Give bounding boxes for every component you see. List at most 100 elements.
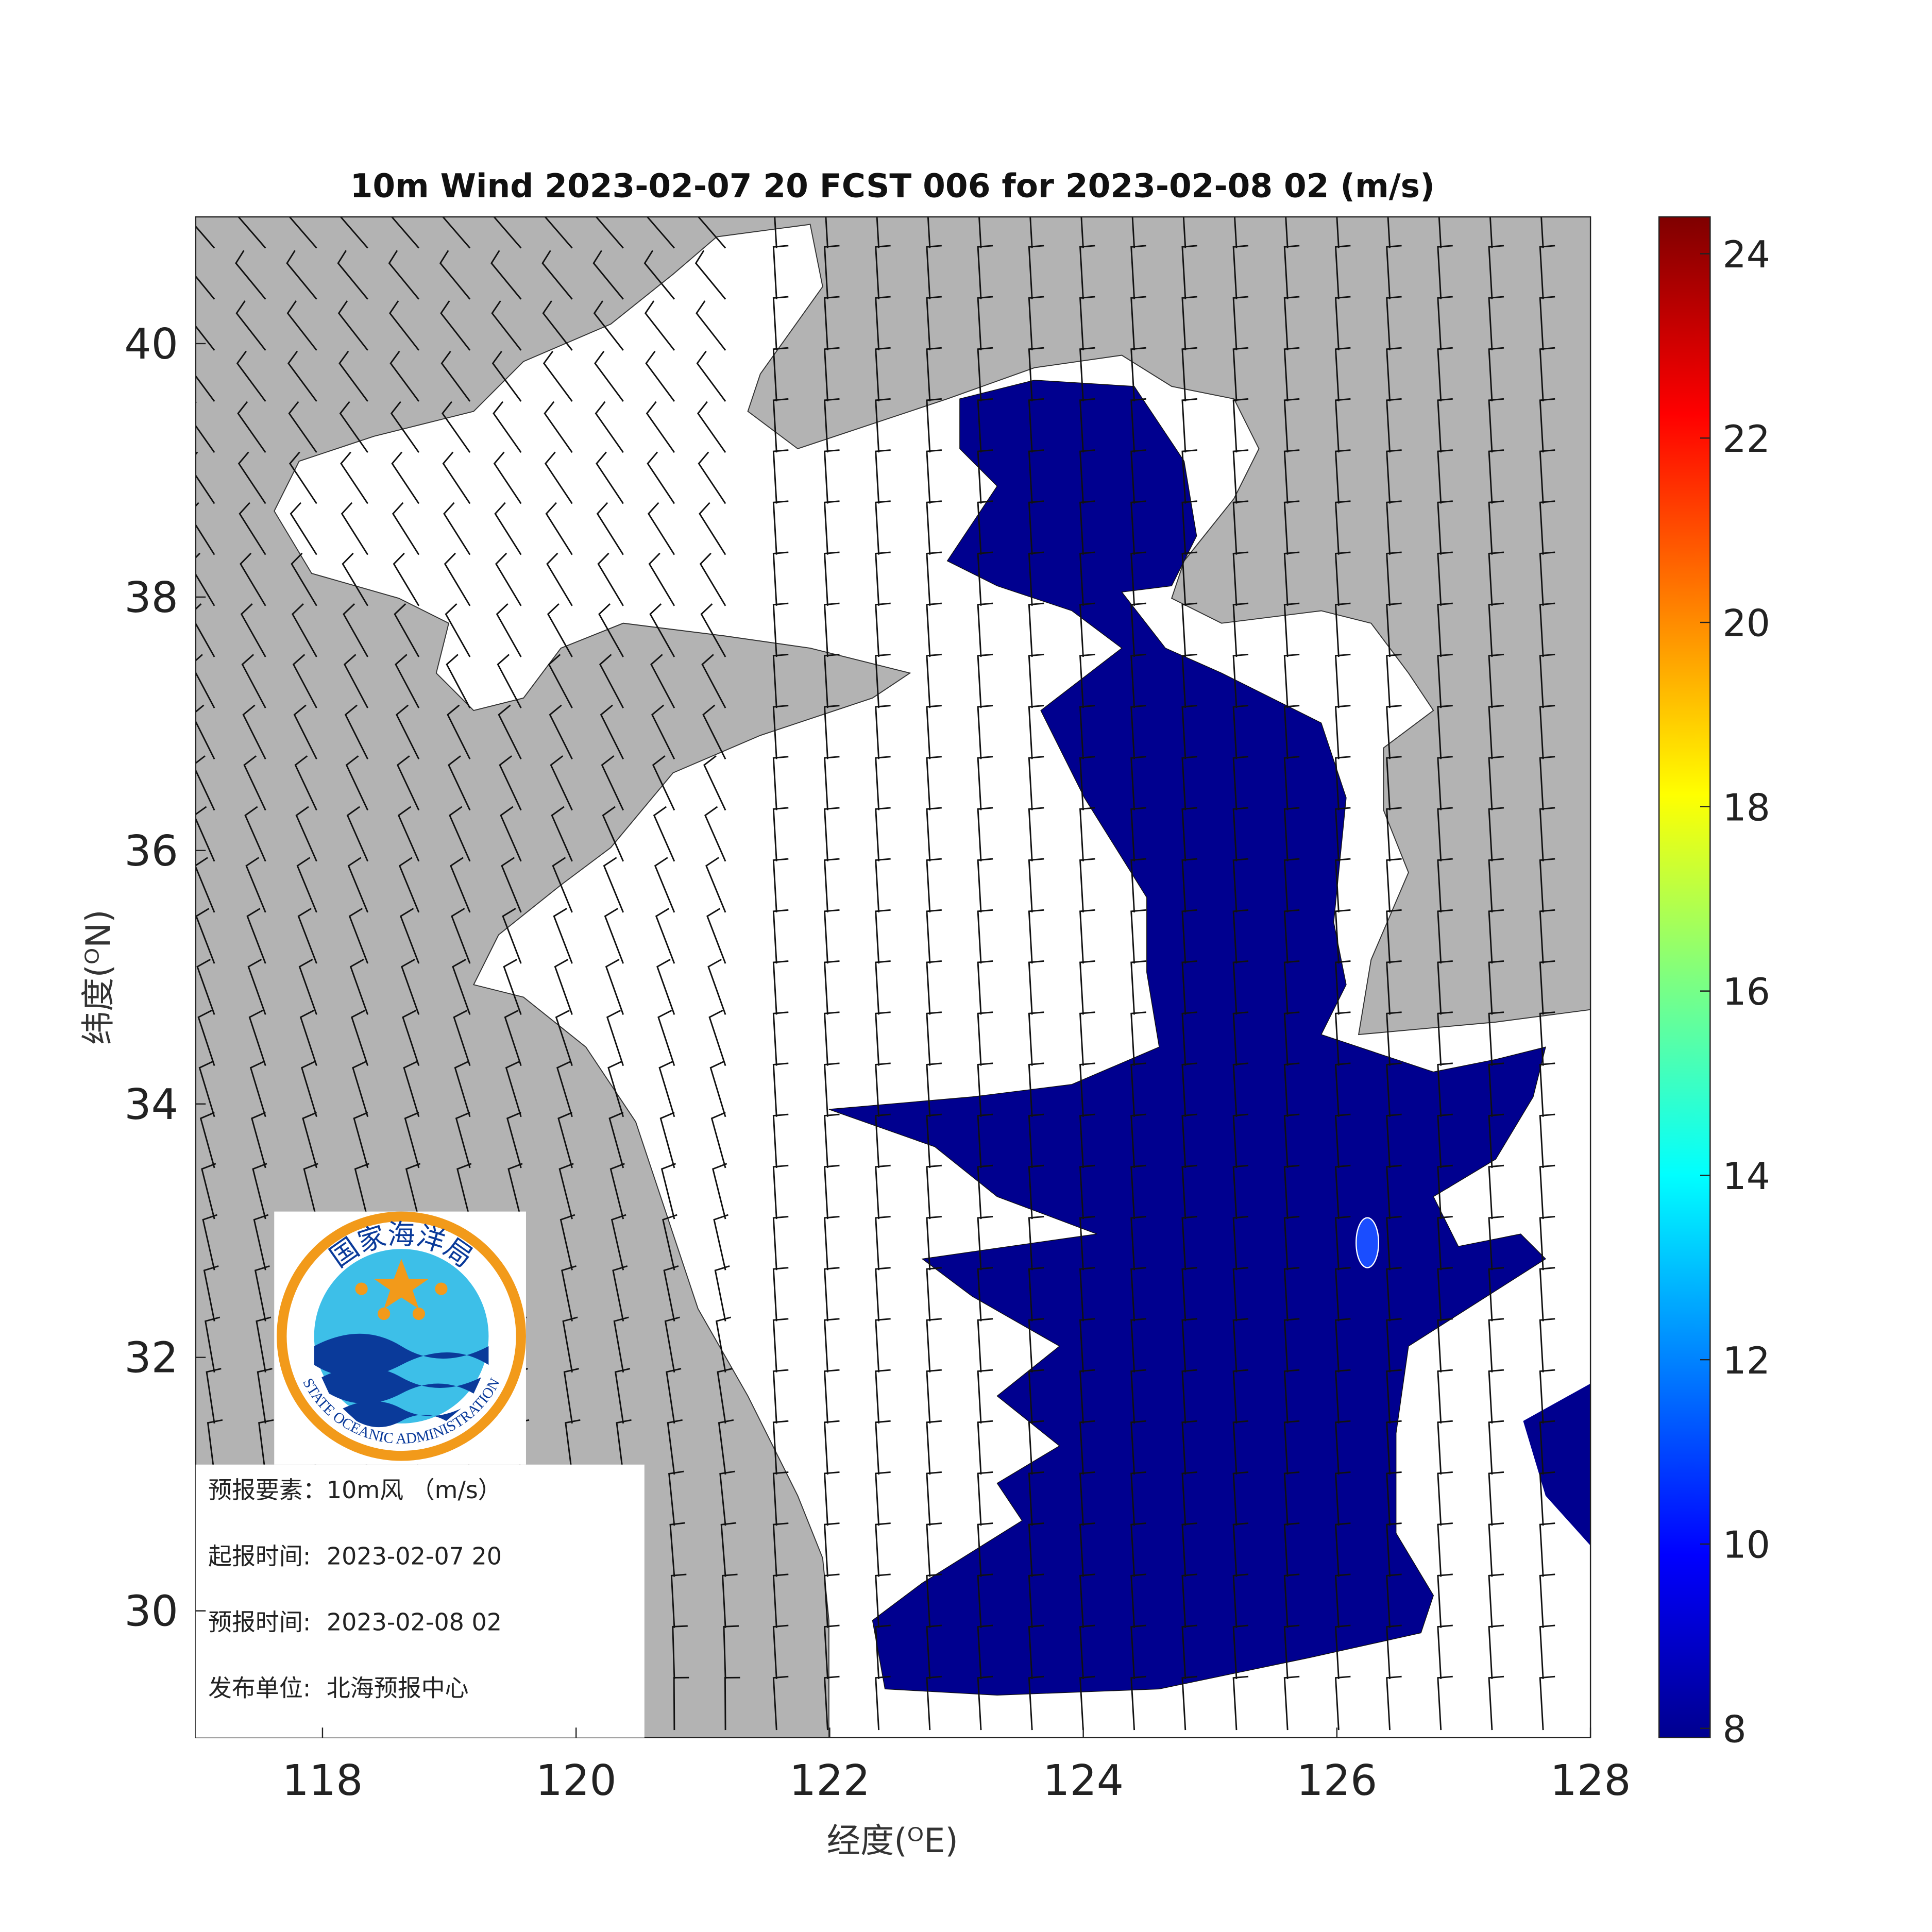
- wind-barb: [875, 1267, 891, 1321]
- wind-barb: [350, 1009, 369, 1066]
- wind-barb: [541, 250, 573, 300]
- wind-barb: [241, 654, 266, 708]
- wind-contour: [1355, 1217, 1380, 1268]
- wind-barb: [875, 551, 891, 606]
- info-label: 预报时间:: [208, 1608, 311, 1636]
- wind-barb: [1232, 347, 1249, 402]
- y-axis-label: 纬度(ᴼN): [79, 909, 118, 1045]
- wind-barb: [1488, 551, 1504, 606]
- wind-barb: [545, 502, 573, 555]
- wind-barb: [550, 755, 573, 811]
- wind-barb: [449, 806, 471, 862]
- wind-barb: [1028, 500, 1044, 555]
- wind-barb: [206, 1368, 222, 1424]
- wind-barb: [875, 296, 891, 350]
- wind-barb: [772, 1522, 789, 1577]
- wind-barb: [875, 1471, 891, 1526]
- wind-barb: [1488, 1215, 1504, 1270]
- wind-barb: [249, 1060, 266, 1117]
- wind-barb: [668, 1470, 684, 1526]
- wind-barb: [1539, 1573, 1555, 1628]
- wind-barb: [235, 300, 266, 351]
- wind-barb: [1130, 1573, 1146, 1628]
- wind-barb: [926, 705, 942, 759]
- wind-barb: [772, 1164, 789, 1219]
- wind-barb: [824, 1573, 840, 1628]
- wind-barb: [287, 350, 317, 402]
- wind-barb: [1232, 449, 1249, 504]
- wind-barb: [712, 1163, 727, 1219]
- wind-barb: [772, 1675, 789, 1731]
- wind-barb: [600, 704, 624, 760]
- wind-barb: [1488, 1011, 1504, 1066]
- wind-barb: [824, 449, 840, 504]
- wind-barb: [1539, 1624, 1555, 1679]
- wind-barb: [201, 1163, 216, 1219]
- wind-barb: [646, 401, 675, 453]
- wind-barb: [252, 1163, 267, 1219]
- wind-barb: [302, 1112, 317, 1168]
- wind-barb: [1283, 1369, 1300, 1423]
- wind-barb: [1130, 1624, 1146, 1679]
- wind-barb: [1181, 602, 1197, 657]
- wind-barb: [875, 909, 891, 964]
- wind-barb: [1232, 858, 1249, 913]
- wind-barb: [1181, 1267, 1197, 1321]
- wind-barb: [1028, 1318, 1044, 1372]
- wind-barb: [592, 250, 624, 300]
- wind-barb: [195, 755, 215, 811]
- wind-barb: [1130, 1675, 1146, 1731]
- wind-barb: [824, 705, 840, 759]
- wind-barb: [446, 654, 471, 708]
- wind-barb: [875, 1420, 891, 1475]
- wind-barb: [1130, 1369, 1146, 1423]
- wind-barb: [1232, 653, 1249, 708]
- wind-barb: [714, 1265, 730, 1321]
- wind-barb: [353, 1112, 369, 1168]
- wind-barb: [594, 350, 624, 402]
- wind-barb: [824, 1113, 840, 1168]
- wind-barb: [1386, 347, 1402, 402]
- wind-barb: [403, 1060, 420, 1117]
- wind-barb: [195, 857, 215, 913]
- wind-barb: [825, 216, 828, 248]
- wind-barb: [547, 603, 573, 657]
- wind-barb: [292, 654, 317, 708]
- wind-barb: [772, 449, 789, 504]
- wind-barb: [1334, 960, 1351, 1015]
- wind-barb: [607, 1060, 624, 1117]
- wind-barb: [1130, 1420, 1146, 1475]
- wind-barb: [926, 296, 942, 350]
- wind-barb: [643, 250, 675, 300]
- wind-barb: [926, 347, 942, 402]
- wind-barb: [1181, 858, 1197, 913]
- wind-barb: [977, 1471, 993, 1526]
- wind-barb: [497, 654, 522, 708]
- wind-barb: [450, 857, 471, 913]
- wind-barb: [1079, 1522, 1095, 1577]
- wind-barb: [1232, 756, 1249, 810]
- wind-barb: [824, 1164, 840, 1219]
- wind-barb: [237, 401, 266, 453]
- wind-barb: [1334, 1164, 1351, 1219]
- wind-barb: [258, 1419, 274, 1475]
- wind-barb: [552, 857, 573, 913]
- wind-barb: [1181, 347, 1197, 402]
- wind-barb: [649, 603, 675, 657]
- wind-barb: [1130, 909, 1146, 964]
- wind-barb: [289, 216, 317, 249]
- wind-barb: [1028, 705, 1044, 759]
- wind-barb: [977, 909, 993, 964]
- wind-barb: [205, 1316, 221, 1372]
- wind-barb: [1131, 216, 1136, 248]
- wind-barb: [207, 1419, 223, 1475]
- wind-barb: [707, 958, 726, 1015]
- wind-barb: [1488, 1369, 1504, 1423]
- colorbar-tick-label: 24: [1723, 233, 1770, 277]
- wind-barb: [544, 216, 573, 249]
- wind-barb: [1283, 1522, 1300, 1577]
- wind-barb: [451, 908, 471, 964]
- wind-barb: [236, 350, 266, 402]
- wind-barb: [1334, 347, 1351, 402]
- wind-barb: [1387, 216, 1391, 248]
